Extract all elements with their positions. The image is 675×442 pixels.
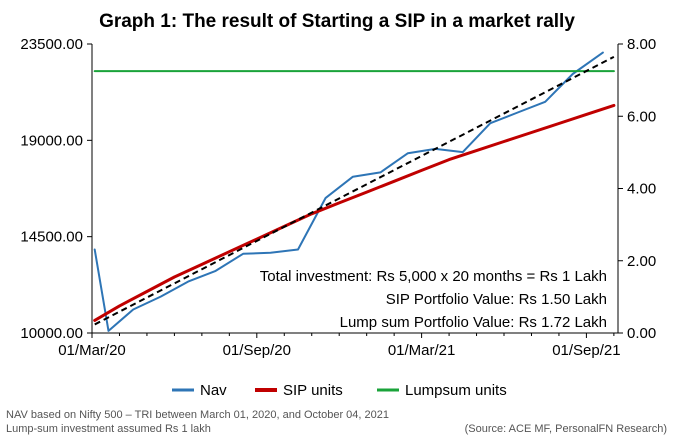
left-tick-label: 10000.00 bbox=[20, 325, 83, 342]
plot-area: 10000.00 14500.00 19000.00 23500.00 0.00 2.00… bbox=[20, 36, 656, 359]
legend-label: Nav bbox=[200, 382, 227, 399]
annotation-line: SIP Portfolio Value: Rs 1.50 Lakh bbox=[386, 291, 607, 308]
right-tick-label: 0.00 bbox=[627, 325, 656, 342]
series-line-sip-units bbox=[93, 103, 616, 322]
annotation-line: Total investment: Rs 5,000 x 20 months =… bbox=[260, 268, 607, 285]
right-tick-label: 6.00 bbox=[627, 108, 656, 125]
annotation-line: Lump sum Portfolio Value: Rs 1.72 Lakh bbox=[340, 314, 607, 331]
chart-title: Graph 1: The result of Starting a SIP in… bbox=[99, 11, 575, 32]
series-line-nav bbox=[93, 51, 604, 332]
legend-label: SIP units bbox=[283, 382, 343, 399]
legend-label: Lumpsum units bbox=[405, 382, 507, 399]
left-tick-label: 19000.00 bbox=[20, 132, 83, 149]
right-tick-label: 4.00 bbox=[627, 181, 656, 198]
footnote-source: (Source: ACE MF, PersonalFN Research) bbox=[464, 423, 667, 435]
footnote-left: NAV based on Nifty 500 – TRI between Mar… bbox=[6, 408, 389, 436]
annotation-box: Total investment: Rs 5,000 x 20 months =… bbox=[260, 268, 607, 331]
x-tick-label: 01/Sep/20 bbox=[223, 342, 291, 359]
x-tick-label: 01/Mar/20 bbox=[58, 342, 126, 359]
trendline bbox=[94, 55, 615, 326]
x-tick-label: 01/Sep/21 bbox=[552, 342, 620, 359]
left-tick-label: 23500.00 bbox=[20, 36, 83, 53]
left-tick-label: 14500.00 bbox=[20, 229, 83, 246]
footnote-line-2: Lump-sum investment assumed Rs 1 lakh bbox=[6, 423, 211, 435]
legend: Nav SIP units Lumpsum units bbox=[172, 382, 507, 399]
footnote-line-1: NAV based on Nifty 500 – TRI between Mar… bbox=[6, 409, 389, 421]
x-tick-label: 01/Mar/21 bbox=[388, 342, 456, 359]
right-tick-label: 8.00 bbox=[627, 36, 656, 53]
right-tick-label: 2.00 bbox=[627, 253, 656, 270]
